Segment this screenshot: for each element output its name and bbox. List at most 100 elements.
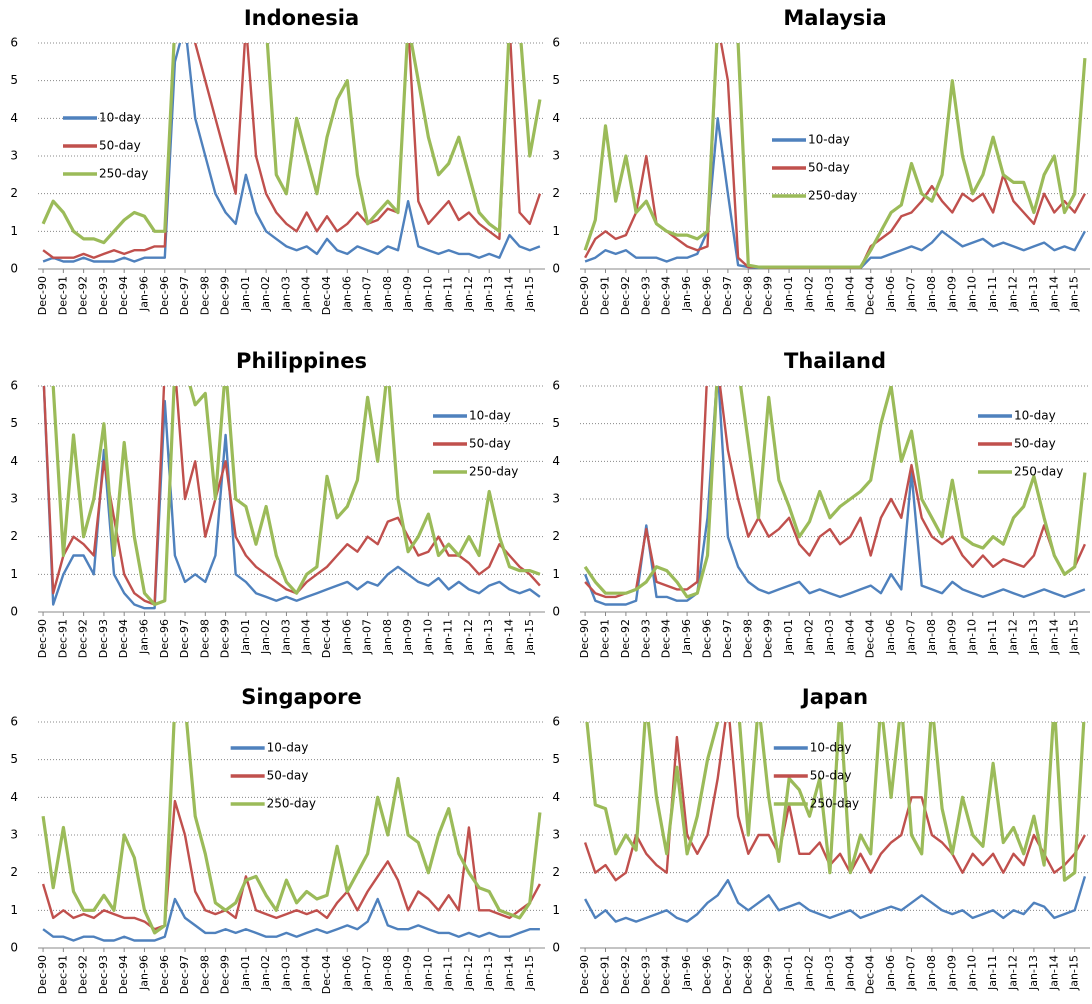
x-tick-label: Jan-15 [523, 619, 536, 655]
x-tick-label: Jan-03 [823, 619, 836, 655]
x-tick-label: Dec-97 [178, 955, 191, 994]
x-tick-label: Jan-04 [300, 619, 313, 655]
y-tick-label: 6 [10, 36, 18, 50]
x-tick-label: Jan-01 [239, 276, 252, 312]
x-tick-label: Jan-06 [340, 619, 353, 655]
x-tick-label: Dec-98 [198, 955, 211, 994]
x-tick-label: Jan-01 [239, 619, 252, 655]
chart-title: Malaysia [783, 6, 886, 30]
x-tick-label: Dec-99 [762, 955, 775, 994]
x-tick-label: Dec-91 [599, 955, 612, 994]
y-tick-label: 2 [10, 186, 18, 200]
y-tick-label: 6 [552, 36, 560, 50]
x-tick-label: Jan-02 [803, 276, 816, 312]
x-tick-label: Jan-11 [986, 619, 999, 655]
y-tick-label: 5 [552, 752, 560, 766]
x-tick-label: Jan-02 [259, 619, 272, 655]
y-tick-label: 2 [10, 865, 18, 879]
x-tick-label: Dec-98 [741, 276, 754, 315]
x-tick-label: Jan-01 [782, 955, 795, 991]
x-tick-label: Dec-90 [578, 619, 591, 658]
panel: Malaysia 0 1 2 3 4 5 6 Dec-90 Dec-91 Dec-92 Dec-93 D… [552, 6, 1090, 315]
x-tick-label: Dec-90 [578, 955, 591, 994]
legend-label: 10-day [99, 111, 141, 125]
panel: Philippines 0 1 2 3 4 5 6 Dec-90 Dec-91 Dec-92 Dec-… [10, 349, 545, 658]
x-tick-label: Jan-14 [1047, 955, 1060, 991]
x-tick-label: Dec-91 [599, 619, 612, 658]
x-tick-label: Dec-97 [178, 276, 191, 315]
x-tick-label: Jan-11 [442, 619, 455, 655]
x-tick-label: Jan-03 [823, 955, 836, 991]
x-tick-label: Jan-06 [884, 276, 897, 312]
x-tick-label: Jan-12 [1007, 619, 1020, 655]
series-line [585, 722, 1086, 882]
legend-label: 250-day [99, 167, 148, 181]
legend-label: 10-day [1014, 409, 1056, 423]
x-tick-label: Jan-06 [340, 955, 353, 991]
legend-label: 50-day [1014, 437, 1056, 451]
y-tick-label: 4 [552, 111, 560, 125]
series-line [51, 386, 541, 607]
x-tick-label: Jan-13 [1027, 619, 1040, 655]
y-tick-label: 5 [10, 73, 18, 87]
y-tick-label: 1 [10, 224, 18, 238]
x-tick-label: Jan-09 [401, 955, 414, 991]
x-tick-label: Jan-02 [803, 619, 816, 655]
x-tick-label: Dec-96 [158, 276, 171, 315]
x-tick-label: Jan-03 [279, 619, 292, 655]
x-tick-label: Jan-96 [137, 955, 150, 991]
x-tick-label: Dec-93 [639, 619, 652, 658]
x-tick-label: Jan-08 [925, 276, 938, 312]
legend-label: 50-day [810, 769, 852, 783]
x-tick-label: Jan-96 [137, 276, 150, 312]
x-tick-label: Dec-92 [619, 955, 632, 994]
x-tick-label: Jan-96 [680, 955, 693, 991]
x-tick-label: Jan-11 [442, 955, 455, 991]
panel: Thailand 0 1 2 3 4 5 6 Dec-90 Dec-91 Dec-92 Dec-93 D… [552, 349, 1090, 658]
series-line [42, 386, 541, 606]
x-tick-label: Jan-01 [239, 955, 252, 991]
legend-label: 50-day [469, 437, 511, 451]
x-tick-label: Dec-97 [721, 955, 734, 994]
x-tick-label: Jan-04 [843, 955, 856, 991]
y-tick-label: 1 [552, 903, 560, 917]
series-line [41, 43, 542, 245]
y-tick-label: 2 [552, 186, 560, 200]
x-tick-label: Dec-99 [762, 276, 775, 315]
x-tick-label: Dec-04 [864, 619, 877, 658]
y-tick-label: 3 [10, 828, 18, 842]
y-tick-label: 2 [552, 865, 560, 879]
y-tick-label: 4 [552, 454, 560, 468]
x-tick-label: Dec-99 [219, 276, 232, 315]
x-tick-label: Jan-96 [680, 276, 693, 312]
x-tick-label: Dec-91 [56, 955, 69, 994]
y-tick-label: 5 [10, 416, 18, 430]
x-tick-label: Jan-10 [966, 276, 979, 312]
y-tick-label: 2 [10, 529, 18, 543]
chart-title: Indonesia [244, 6, 359, 30]
y-tick-label: 0 [552, 262, 560, 276]
x-tick-label: Jan-09 [401, 619, 414, 655]
x-tick-label: Jan-12 [462, 955, 475, 991]
x-tick-label: Jan-04 [300, 276, 313, 312]
x-tick-label: Dec-91 [599, 276, 612, 315]
x-tick-label: Dec-94 [660, 955, 673, 994]
series-line [584, 386, 1086, 599]
x-tick-label: Jan-15 [1068, 276, 1081, 312]
x-tick-label: Dec-93 [97, 955, 110, 994]
x-tick-label: Jan-13 [1027, 276, 1040, 312]
x-tick-label: Dec-93 [97, 619, 110, 658]
x-tick-label: Dec-91 [56, 276, 69, 315]
legend-label: 250-day [267, 797, 316, 811]
legend-label: 50-day [267, 769, 309, 783]
x-tick-label: Jan-07 [905, 619, 918, 655]
legend-label: 250-day [808, 189, 857, 203]
x-tick-label: Jan-10 [421, 955, 434, 991]
x-tick-label: Dec-96 [701, 276, 714, 315]
x-tick-label: Dec-91 [56, 619, 69, 658]
series-line [583, 43, 1087, 269]
x-tick-label: Jan-13 [482, 619, 495, 655]
x-tick-label: Dec-92 [77, 619, 90, 658]
x-tick-label: Dec-94 [660, 619, 673, 658]
x-tick-label: Jan-08 [925, 955, 938, 991]
